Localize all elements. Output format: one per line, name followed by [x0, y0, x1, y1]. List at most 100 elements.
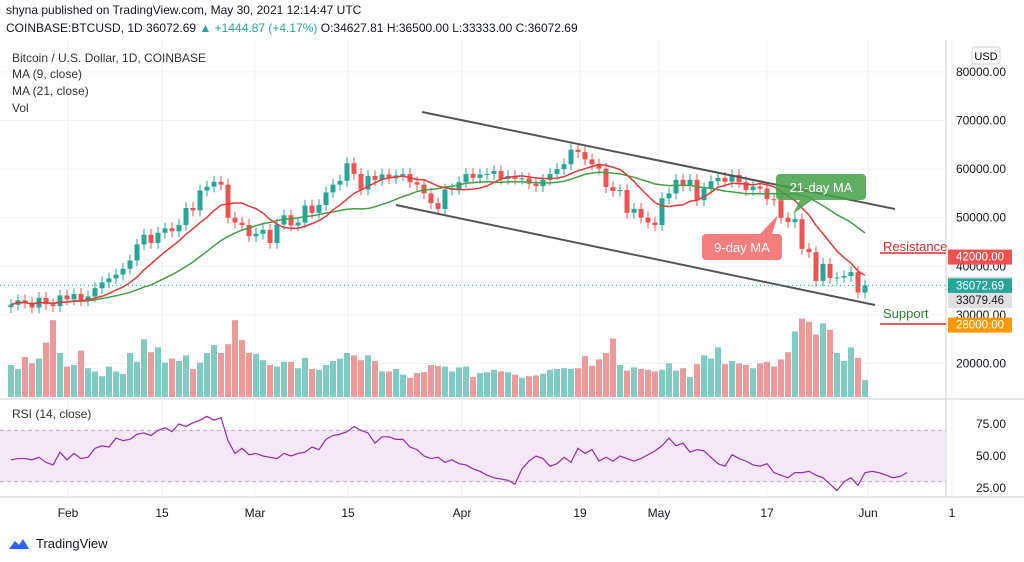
volume-bar — [617, 365, 623, 397]
candle-body — [806, 248, 812, 253]
candle-body — [442, 189, 448, 209]
tradingview-logo[interactable]: TradingView — [8, 536, 108, 551]
chart-canvas[interactable]: 20000.0030000.0040000.0050000.0060000.00… — [0, 0, 1024, 535]
volume-bar — [463, 366, 469, 397]
ma9-line — [10, 163, 866, 306]
volume-bar — [134, 361, 140, 397]
candle-body — [372, 175, 378, 180]
candle-body — [659, 198, 665, 225]
time-tick-label: 19 — [573, 506, 587, 520]
time-tick-label: Jun — [858, 506, 877, 520]
volume-bar — [316, 369, 322, 397]
legend-volume[interactable]: Vol — [12, 101, 29, 115]
legend-ma9[interactable]: MA (9, close) — [12, 67, 83, 81]
candle-body — [477, 174, 483, 178]
candle-body — [155, 232, 161, 243]
volume-bar — [561, 368, 567, 397]
candle-body — [414, 182, 420, 185]
candle-body — [358, 173, 364, 190]
volume-bar — [127, 353, 133, 397]
candle-body — [862, 285, 868, 293]
volume-bar — [582, 356, 588, 397]
candle-body — [197, 190, 203, 211]
candle-body — [603, 168, 609, 188]
volume-bar — [799, 318, 805, 397]
brand-name: TradingView — [36, 536, 108, 551]
volume-bar — [344, 353, 350, 397]
candle-body — [211, 181, 217, 187]
volume-bar — [71, 365, 77, 397]
candle-body — [162, 228, 168, 233]
price-axis-label — [948, 317, 1012, 333]
candle-body — [568, 149, 574, 165]
volume-bar — [155, 347, 161, 397]
volume-bar — [596, 359, 602, 397]
candle-body — [729, 174, 735, 182]
volume-bar — [8, 365, 14, 397]
candle-body — [365, 175, 371, 190]
time-tick-label: 1 — [949, 506, 956, 520]
ma9-callout-pointer — [760, 215, 778, 234]
volume-bar — [862, 380, 868, 397]
candle-body — [624, 189, 630, 213]
candle-body — [127, 260, 133, 269]
candle-body — [561, 164, 567, 170]
volume-bar — [421, 372, 427, 397]
candle-body — [827, 263, 833, 278]
volume-bar — [659, 369, 665, 397]
ma9-callout — [702, 234, 782, 260]
volume-bar — [246, 353, 252, 397]
candle-body — [666, 193, 672, 199]
candle-body — [484, 173, 490, 175]
currency-badge — [971, 46, 1001, 65]
volume-bar — [785, 352, 791, 397]
candle-body — [519, 178, 525, 180]
volume-bar — [456, 367, 462, 397]
price-tick-label: 60000.00 — [956, 162, 1006, 176]
volume-bar — [176, 361, 182, 397]
tradingview-icon — [9, 538, 29, 549]
volume-bar — [694, 364, 700, 397]
candle-body — [736, 174, 742, 183]
candle-body — [260, 229, 266, 234]
legend-ma21[interactable]: MA (21, close) — [12, 84, 89, 98]
candle-body — [22, 300, 28, 303]
candle-body — [771, 199, 777, 201]
candle-body — [113, 274, 119, 279]
volume-bar — [260, 360, 266, 397]
candle-body — [708, 181, 714, 189]
candle-body — [330, 184, 336, 193]
volume-bar — [204, 353, 210, 397]
ma21-callout — [776, 174, 866, 200]
price-tick-label: 20000.00 — [956, 357, 1006, 371]
price-axis-text: 33079.46 — [956, 295, 1004, 307]
volume-bar — [519, 377, 525, 397]
volume-bar — [330, 361, 336, 397]
candle-body — [148, 234, 154, 243]
candle-body — [288, 215, 294, 226]
volume-bar — [680, 368, 686, 397]
time-tick-label: 15 — [155, 506, 169, 520]
candle-body — [106, 278, 112, 283]
volume-bar — [386, 371, 392, 397]
candle-body — [323, 192, 329, 206]
volume-bar — [771, 366, 777, 397]
volume-bar — [589, 365, 595, 397]
volume-bar — [778, 359, 784, 397]
volume-bar — [631, 367, 637, 397]
candle-body — [848, 272, 854, 277]
volume-bar — [358, 360, 364, 397]
rsi-label[interactable]: RSI (14, close) — [12, 407, 92, 421]
resistance-annotation: Resistance — [883, 239, 947, 254]
candle-body — [78, 294, 84, 301]
time-tick-label: Feb — [58, 506, 79, 520]
volume-bar — [407, 377, 413, 397]
candle-body — [400, 173, 406, 176]
candle-body — [71, 294, 77, 300]
volume-bar — [78, 350, 84, 397]
candle-body — [701, 188, 707, 201]
candle-body — [351, 163, 357, 174]
candle-body — [631, 208, 637, 213]
volume-bar — [729, 361, 735, 397]
volume-bar — [379, 371, 385, 397]
